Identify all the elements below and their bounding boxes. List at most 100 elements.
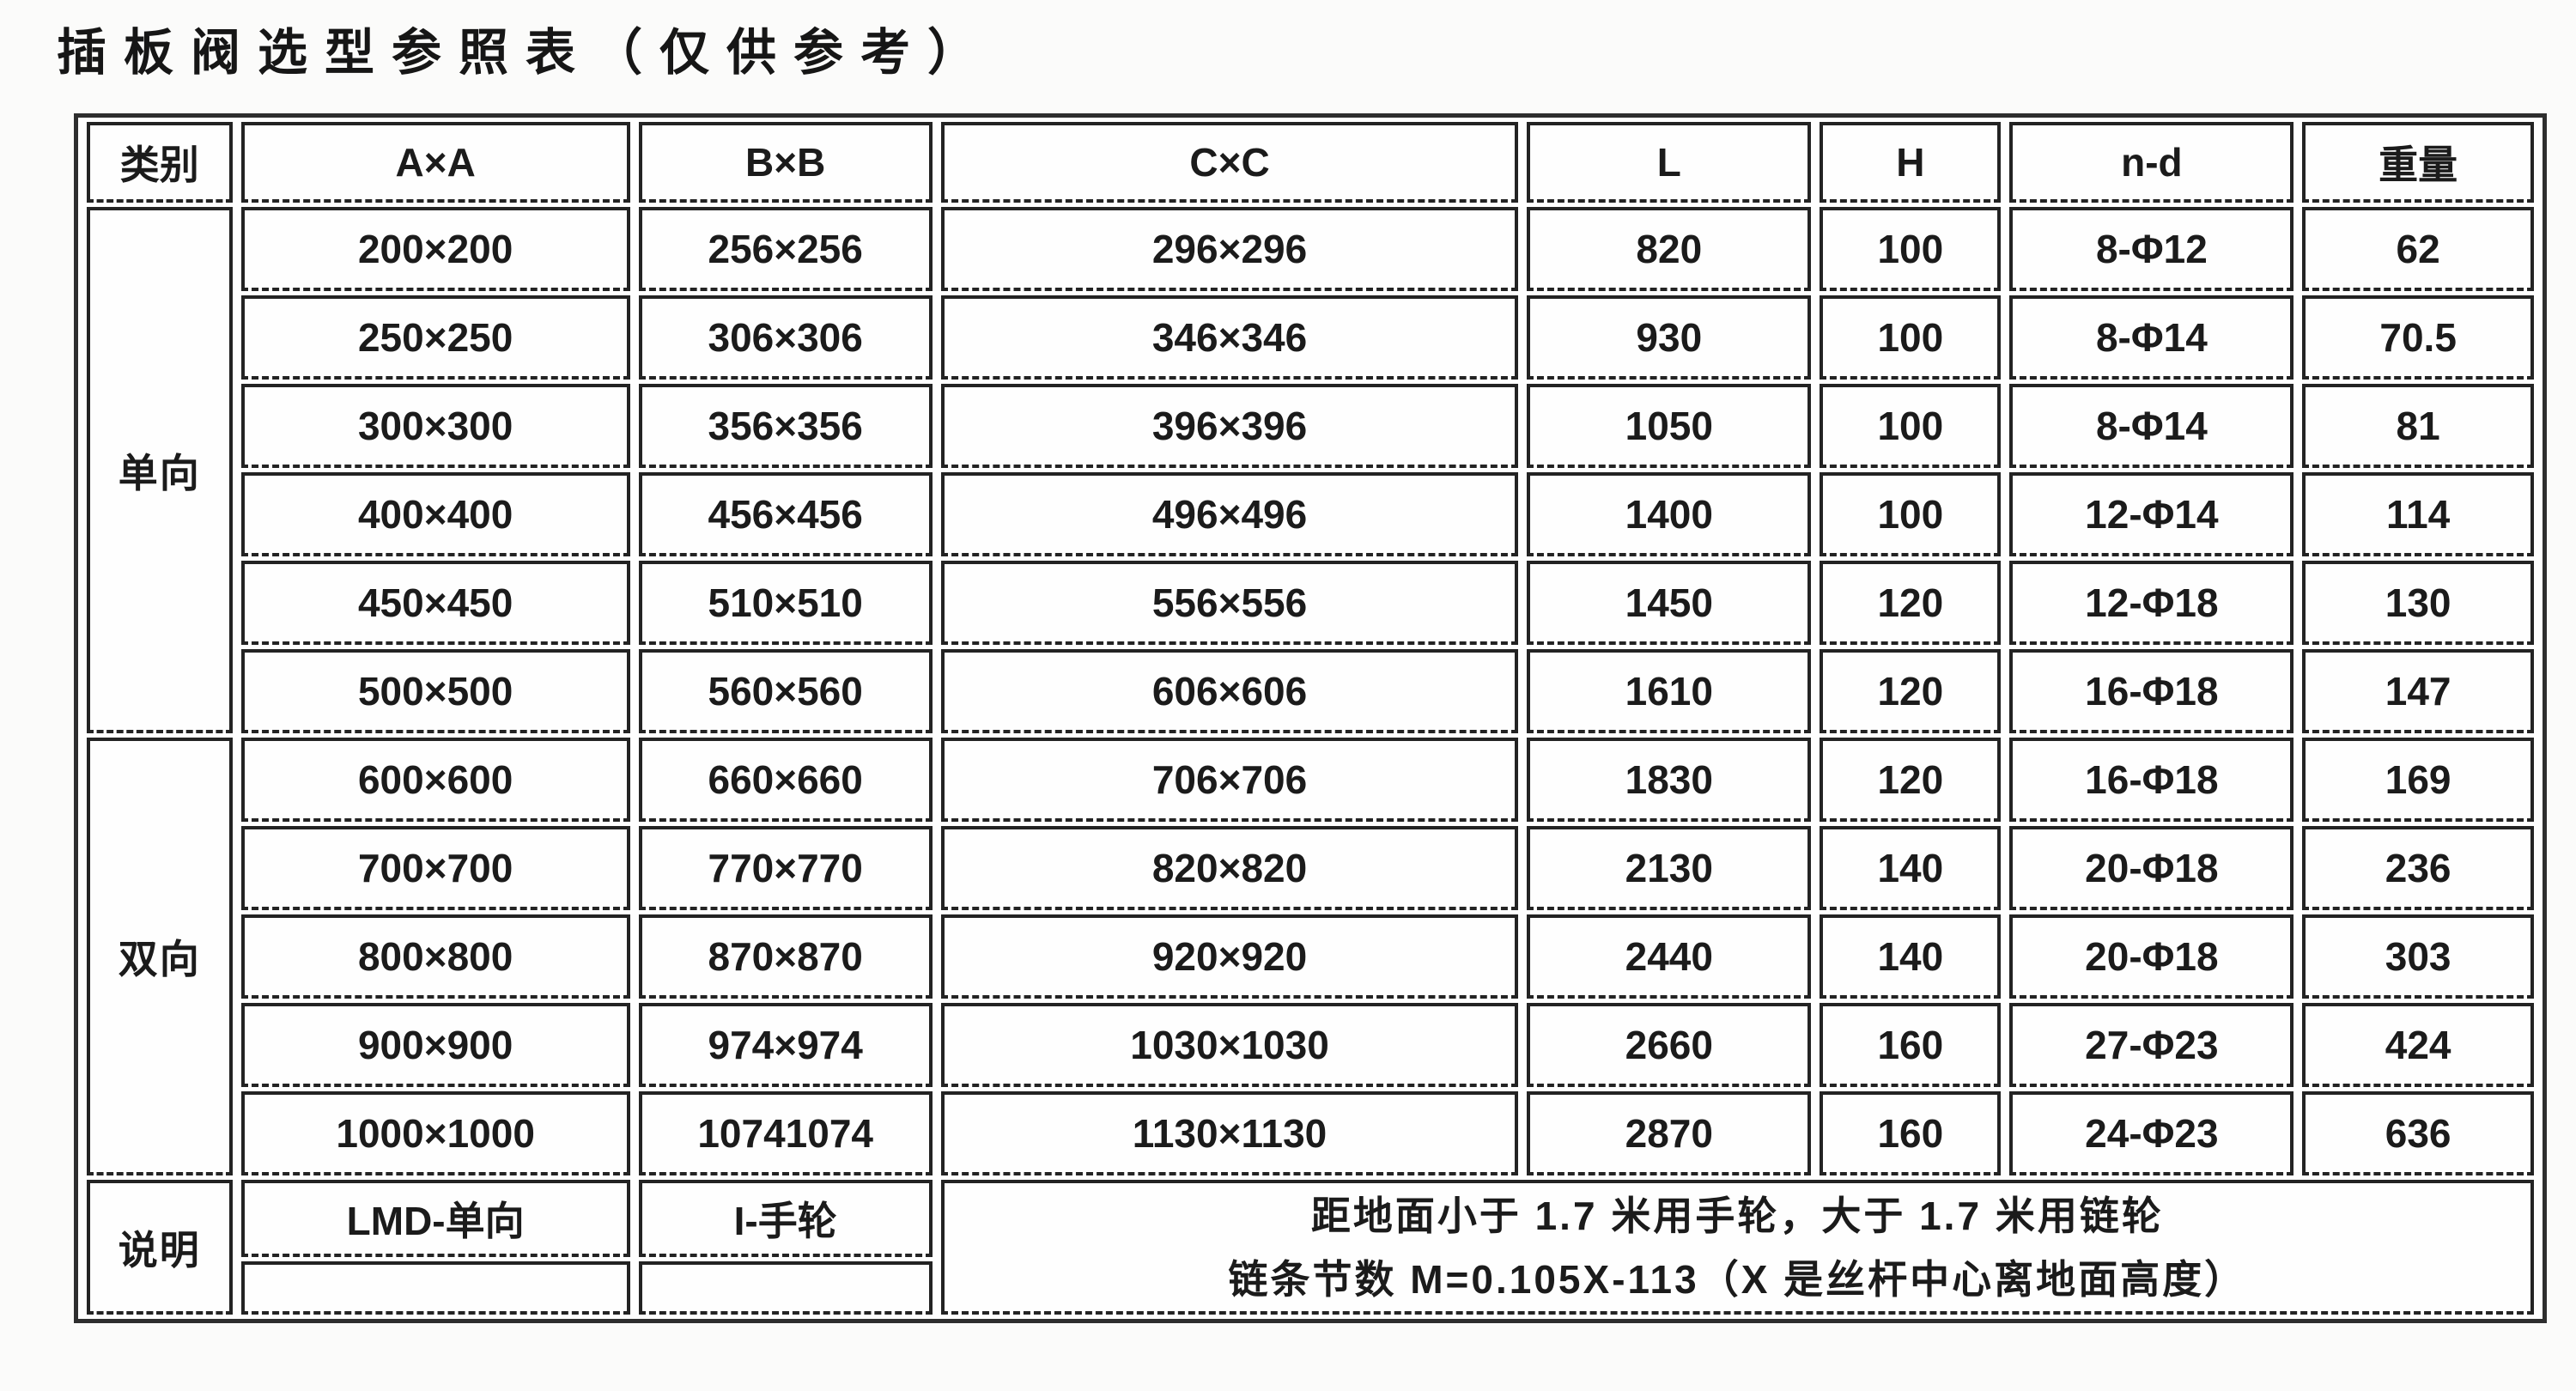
data-cell: 147 <box>2302 649 2534 733</box>
data-cell: 12-Φ14 <box>2009 472 2294 556</box>
data-cell: 560×560 <box>638 649 933 733</box>
data-cell: 140 <box>1820 826 2002 910</box>
notes-label: 说明 <box>87 1180 233 1315</box>
data-cell: 400×400 <box>240 472 630 556</box>
data-cell: 496×496 <box>940 472 1519 556</box>
data-cell: 300×300 <box>240 384 630 468</box>
notes-empty-cell <box>240 1261 630 1315</box>
data-cell: 510×510 <box>638 561 933 645</box>
header-cell-category: 类别 <box>87 122 233 203</box>
data-cell: 100 <box>1820 295 2002 380</box>
note-line-1: 距地面小于 1.7 米用手轮，大于 1.7 米用链轮 <box>1310 1193 2164 1238</box>
data-cell: 114 <box>2302 472 2534 556</box>
data-cell: 27-Φ23 <box>2009 1003 2294 1087</box>
data-cell: 160 <box>1820 1091 2002 1175</box>
notes-wheel-cell: I-手轮 <box>638 1180 933 1257</box>
header-cell-h: H <box>1820 122 2002 203</box>
data-cell: 2440 <box>1527 914 1812 999</box>
table-row: 1000×1000 10741074 1130×1130 2870 160 24-Φ23 6… <box>87 1091 2534 1175</box>
data-cell: 636 <box>2302 1091 2534 1175</box>
data-cell: 770×770 <box>638 826 933 910</box>
data-cell: 820×820 <box>940 826 1519 910</box>
data-cell: 62 <box>2302 207 2534 291</box>
data-cell: 100 <box>1820 384 2002 468</box>
data-cell: 24-Φ23 <box>2009 1091 2294 1175</box>
table-row: 700×700 770×770 820×820 2130 140 20-Φ18 236 <box>87 826 2534 910</box>
table-row: 单向 200×200 256×256 296×296 820 100 8-Φ12 62 <box>87 207 2534 733</box>
table-row: 250×250 306×306 346×346 930 100 8-Φ14 70.5 <box>87 295 2534 380</box>
note-line-2: 链条节数 M=0.105X-113（X 是丝杆中心离地面高度） <box>1228 1256 2247 1302</box>
data-cell: 169 <box>2302 738 2534 822</box>
header-cell-weight: 重量 <box>2302 122 2534 203</box>
data-cell: 900×900 <box>240 1003 630 1087</box>
data-cell: 2660 <box>1527 1003 1812 1087</box>
header-cell-bxb: B×B <box>638 122 933 203</box>
data-cell: 424 <box>2302 1003 2534 1087</box>
table-row: 450×450 510×510 556×556 1450 120 12-Φ18 130 <box>87 561 2534 645</box>
data-cell: 2870 <box>1527 1091 1812 1175</box>
data-cell: 1610 <box>1527 649 1812 733</box>
table-row: 双向 600×600 660×660 706×706 1830 120 16-Φ18 169 <box>87 738 2534 1175</box>
data-cell: 70.5 <box>2302 295 2534 380</box>
table-row: 300×300 356×356 396×396 1050 100 8-Φ14 81 <box>87 384 2534 468</box>
data-cell: 256×256 <box>638 207 933 291</box>
data-cell: 820 <box>1527 207 1812 291</box>
data-cell: 974×974 <box>638 1003 933 1087</box>
data-cell: 450×450 <box>240 561 630 645</box>
data-cell: 706×706 <box>940 738 1519 822</box>
data-cell: 8-Φ12 <box>2009 207 2294 291</box>
data-cell: 200×200 <box>240 207 630 291</box>
data-cell: 600×600 <box>240 738 630 822</box>
data-cell: 356×356 <box>638 384 933 468</box>
table-row: 500×500 560×560 606×606 1610 120 16-Φ18 147 <box>87 649 2534 733</box>
table-row: 900×900 974×974 1030×1030 2660 160 27-Φ23 424 <box>87 1003 2534 1087</box>
data-cell: 1030×1030 <box>940 1003 1519 1087</box>
header-cell-l: L <box>1527 122 1812 203</box>
data-cell: 10741074 <box>638 1091 933 1175</box>
data-cell: 1400 <box>1527 472 1812 556</box>
data-cell: 20-Φ18 <box>2009 826 2294 910</box>
data-cell: 12-Φ18 <box>2009 561 2294 645</box>
data-cell: 1000×1000 <box>240 1091 630 1175</box>
data-cell: 556×556 <box>940 561 1519 645</box>
group-label-one-way: 单向 <box>87 207 233 733</box>
table-row: 800×800 870×870 920×920 2440 140 20-Φ18 303 <box>87 914 2534 999</box>
data-cell: 2130 <box>1527 826 1812 910</box>
data-cell: 8-Φ14 <box>2009 384 2294 468</box>
header-cell-cxc: C×C <box>940 122 1519 203</box>
header-cell-nd: n-d <box>2009 122 2294 203</box>
data-cell: 16-Φ18 <box>2009 738 2294 822</box>
data-cell: 920×920 <box>940 914 1519 999</box>
data-cell: 100 <box>1820 472 2002 556</box>
data-cell: 1050 <box>1527 384 1812 468</box>
data-cell: 606×606 <box>940 649 1519 733</box>
data-cell: 81 <box>2302 384 2534 468</box>
notes-model-cell: LMD-单向 <box>240 1180 630 1257</box>
spec-table-frame: 类别 A×A B×B C×C L H n-d 重量 单向 200×200 256×2… <box>74 113 2547 1323</box>
data-cell: 660×660 <box>638 738 933 822</box>
data-cell: 160 <box>1820 1003 2002 1087</box>
data-cell: 800×800 <box>240 914 630 999</box>
data-cell: 250×250 <box>240 295 630 380</box>
data-cell: 346×346 <box>940 295 1519 380</box>
table-row: 400×400 456×456 496×496 1400 100 12-Φ14 114 <box>87 472 2534 556</box>
data-cell: 296×296 <box>940 207 1519 291</box>
data-cell: 870×870 <box>638 914 933 999</box>
data-cell: 120 <box>1820 649 2002 733</box>
notes-row-2 <box>87 1261 2534 1315</box>
data-cell: 120 <box>1820 738 2002 822</box>
data-cell: 1130×1130 <box>940 1091 1519 1175</box>
group-label-two-way: 双向 <box>87 738 233 1175</box>
header-cell-axa: A×A <box>240 122 630 203</box>
notes-ghost-cell <box>638 1261 933 1315</box>
data-cell: 20-Φ18 <box>2009 914 2294 999</box>
spec-table: 类别 A×A B×B C×C L H n-d 重量 单向 200×200 256×2… <box>78 118 2543 1319</box>
data-cell: 396×396 <box>940 384 1519 468</box>
data-cell: 1450 <box>1527 561 1812 645</box>
header-row: 类别 A×A B×B C×C L H n-d 重量 <box>87 122 2534 203</box>
notes-text-cell: 距地面小于 1.7 米用手轮，大于 1.7 米用链轮 链条节数 M=0.105X… <box>940 1180 2534 1315</box>
data-cell: 500×500 <box>240 649 630 733</box>
data-cell: 130 <box>2302 561 2534 645</box>
data-cell: 930 <box>1527 295 1812 380</box>
